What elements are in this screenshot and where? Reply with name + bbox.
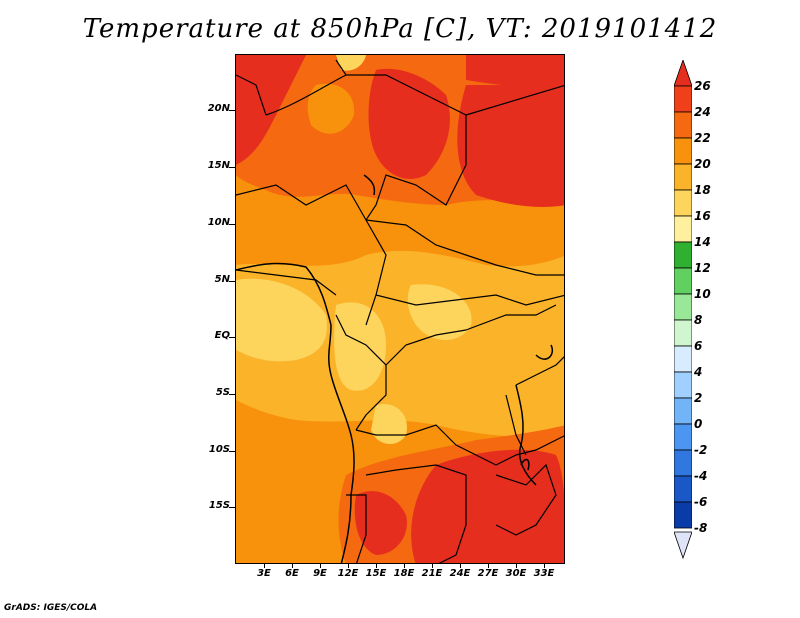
field-south-24 bbox=[411, 449, 564, 563]
colorbar-box bbox=[674, 371, 692, 399]
field-angola-cool bbox=[371, 404, 407, 445]
grads-credit: GrADS: IGES/COLA bbox=[4, 603, 98, 613]
y-label-5n: 5N bbox=[214, 274, 230, 285]
colorbar-box bbox=[674, 137, 692, 165]
field-congo-16 bbox=[334, 302, 386, 391]
colorbar-box bbox=[674, 501, 692, 529]
x-label-33e: 33E bbox=[533, 568, 555, 579]
colorbar-label: 20 bbox=[694, 157, 711, 171]
temperature-map bbox=[235, 54, 565, 564]
coastline bbox=[236, 174, 553, 563]
colorbar-label: -6 bbox=[694, 495, 708, 509]
xtick-24e bbox=[460, 563, 461, 568]
x-label-15e: 15E bbox=[365, 568, 387, 579]
ytick-10n bbox=[229, 224, 235, 225]
ytick-5n bbox=[229, 281, 235, 282]
colorbar-label: -2 bbox=[694, 443, 708, 457]
colorbar-label: 26 bbox=[694, 79, 711, 93]
field-southwest-20 bbox=[246, 471, 327, 557]
x-label-27e: 27E bbox=[477, 568, 499, 579]
colorbar-box bbox=[674, 345, 692, 373]
colorbar-box bbox=[674, 163, 692, 191]
field-ne-top bbox=[466, 55, 564, 88]
colorbar-box bbox=[674, 189, 692, 217]
colorbar-box bbox=[674, 241, 692, 269]
x-label-3e: 3E bbox=[257, 568, 271, 579]
colorbar-label: -8 bbox=[694, 521, 708, 535]
colorbar-label: 4 bbox=[694, 365, 703, 379]
colorbar-box bbox=[674, 449, 692, 477]
field-north-cool bbox=[336, 55, 366, 71]
x-label-24e: 24E bbox=[449, 568, 471, 579]
colorbar-box bbox=[674, 85, 692, 113]
temperature-field bbox=[236, 55, 564, 563]
colorbar-label: 2 bbox=[694, 391, 703, 405]
colorbar-label: 8 bbox=[694, 313, 703, 327]
colorbar-box bbox=[674, 111, 692, 139]
y-label-10s: 10S bbox=[208, 444, 230, 455]
colorbar-boxes bbox=[674, 85, 692, 529]
y-label-20n: 20N bbox=[207, 103, 230, 114]
xtick-12e bbox=[348, 563, 349, 568]
colorbar-label: 16 bbox=[694, 209, 711, 223]
colorbar-box bbox=[674, 215, 692, 243]
x-label-18e: 18E bbox=[393, 568, 415, 579]
colorbar-label: 22 bbox=[694, 131, 711, 145]
colorbar-box bbox=[674, 423, 692, 451]
field-central-18 bbox=[236, 250, 564, 437]
colorbar-top-arrow bbox=[674, 60, 692, 87]
colorbar-bottom-arrow bbox=[674, 531, 692, 560]
xtick-6e bbox=[292, 563, 293, 568]
colorbar-label: 24 bbox=[694, 105, 711, 119]
xtick-21e bbox=[432, 563, 433, 568]
colorbar-label: 12 bbox=[694, 261, 711, 275]
xtick-33e bbox=[544, 563, 545, 568]
ytick-15n bbox=[229, 167, 235, 168]
colorbar-label: 0 bbox=[694, 417, 703, 431]
colorbar-box bbox=[674, 475, 692, 503]
x-label-12e: 12E bbox=[337, 568, 359, 579]
field-west-16 bbox=[236, 278, 327, 362]
ytick-eq bbox=[229, 337, 235, 338]
xtick-3e bbox=[264, 563, 265, 568]
field-central-cool bbox=[407, 284, 472, 340]
colorbar bbox=[674, 60, 692, 560]
ytick-20n bbox=[229, 110, 235, 111]
y-label-5s: 5S bbox=[215, 387, 230, 398]
x-label-30e: 30E bbox=[505, 568, 527, 579]
xtick-30e bbox=[516, 563, 517, 568]
xtick-15e bbox=[376, 563, 377, 568]
colorbar-label: 14 bbox=[694, 235, 711, 249]
ytick-5s bbox=[229, 394, 235, 395]
ytick-10s bbox=[229, 451, 235, 452]
y-label-10n: 10N bbox=[207, 217, 230, 228]
field-nw-24 bbox=[236, 55, 306, 165]
colorbar-box bbox=[674, 319, 692, 347]
colorbar-label: -4 bbox=[694, 469, 708, 483]
colorbar-label: 6 bbox=[694, 339, 703, 353]
y-label-15s: 15S bbox=[208, 500, 230, 511]
colorbar-label: 10 bbox=[694, 287, 711, 301]
field-north-warm bbox=[307, 83, 355, 134]
colorbar-box bbox=[674, 267, 692, 295]
y-label-eq: EQ bbox=[214, 330, 230, 341]
xtick-18e bbox=[404, 563, 405, 568]
field-ne-24 bbox=[457, 85, 564, 207]
map-title: Temperature at 850hPa [C], VT: 201910141… bbox=[82, 14, 718, 44]
x-label-6e: 6E bbox=[285, 568, 299, 579]
field-sw-24 bbox=[354, 491, 407, 555]
colorbar-box bbox=[674, 293, 692, 321]
colorbar-box bbox=[674, 397, 692, 425]
x-label-9e: 9E bbox=[313, 568, 327, 579]
y-label-15n: 15N bbox=[207, 160, 230, 171]
xtick-9e bbox=[320, 563, 321, 568]
xtick-27e bbox=[488, 563, 489, 568]
colorbar-label: 18 bbox=[694, 183, 711, 197]
ytick-15s bbox=[229, 507, 235, 508]
country-borders bbox=[236, 59, 564, 563]
x-label-21e: 21E bbox=[421, 568, 443, 579]
